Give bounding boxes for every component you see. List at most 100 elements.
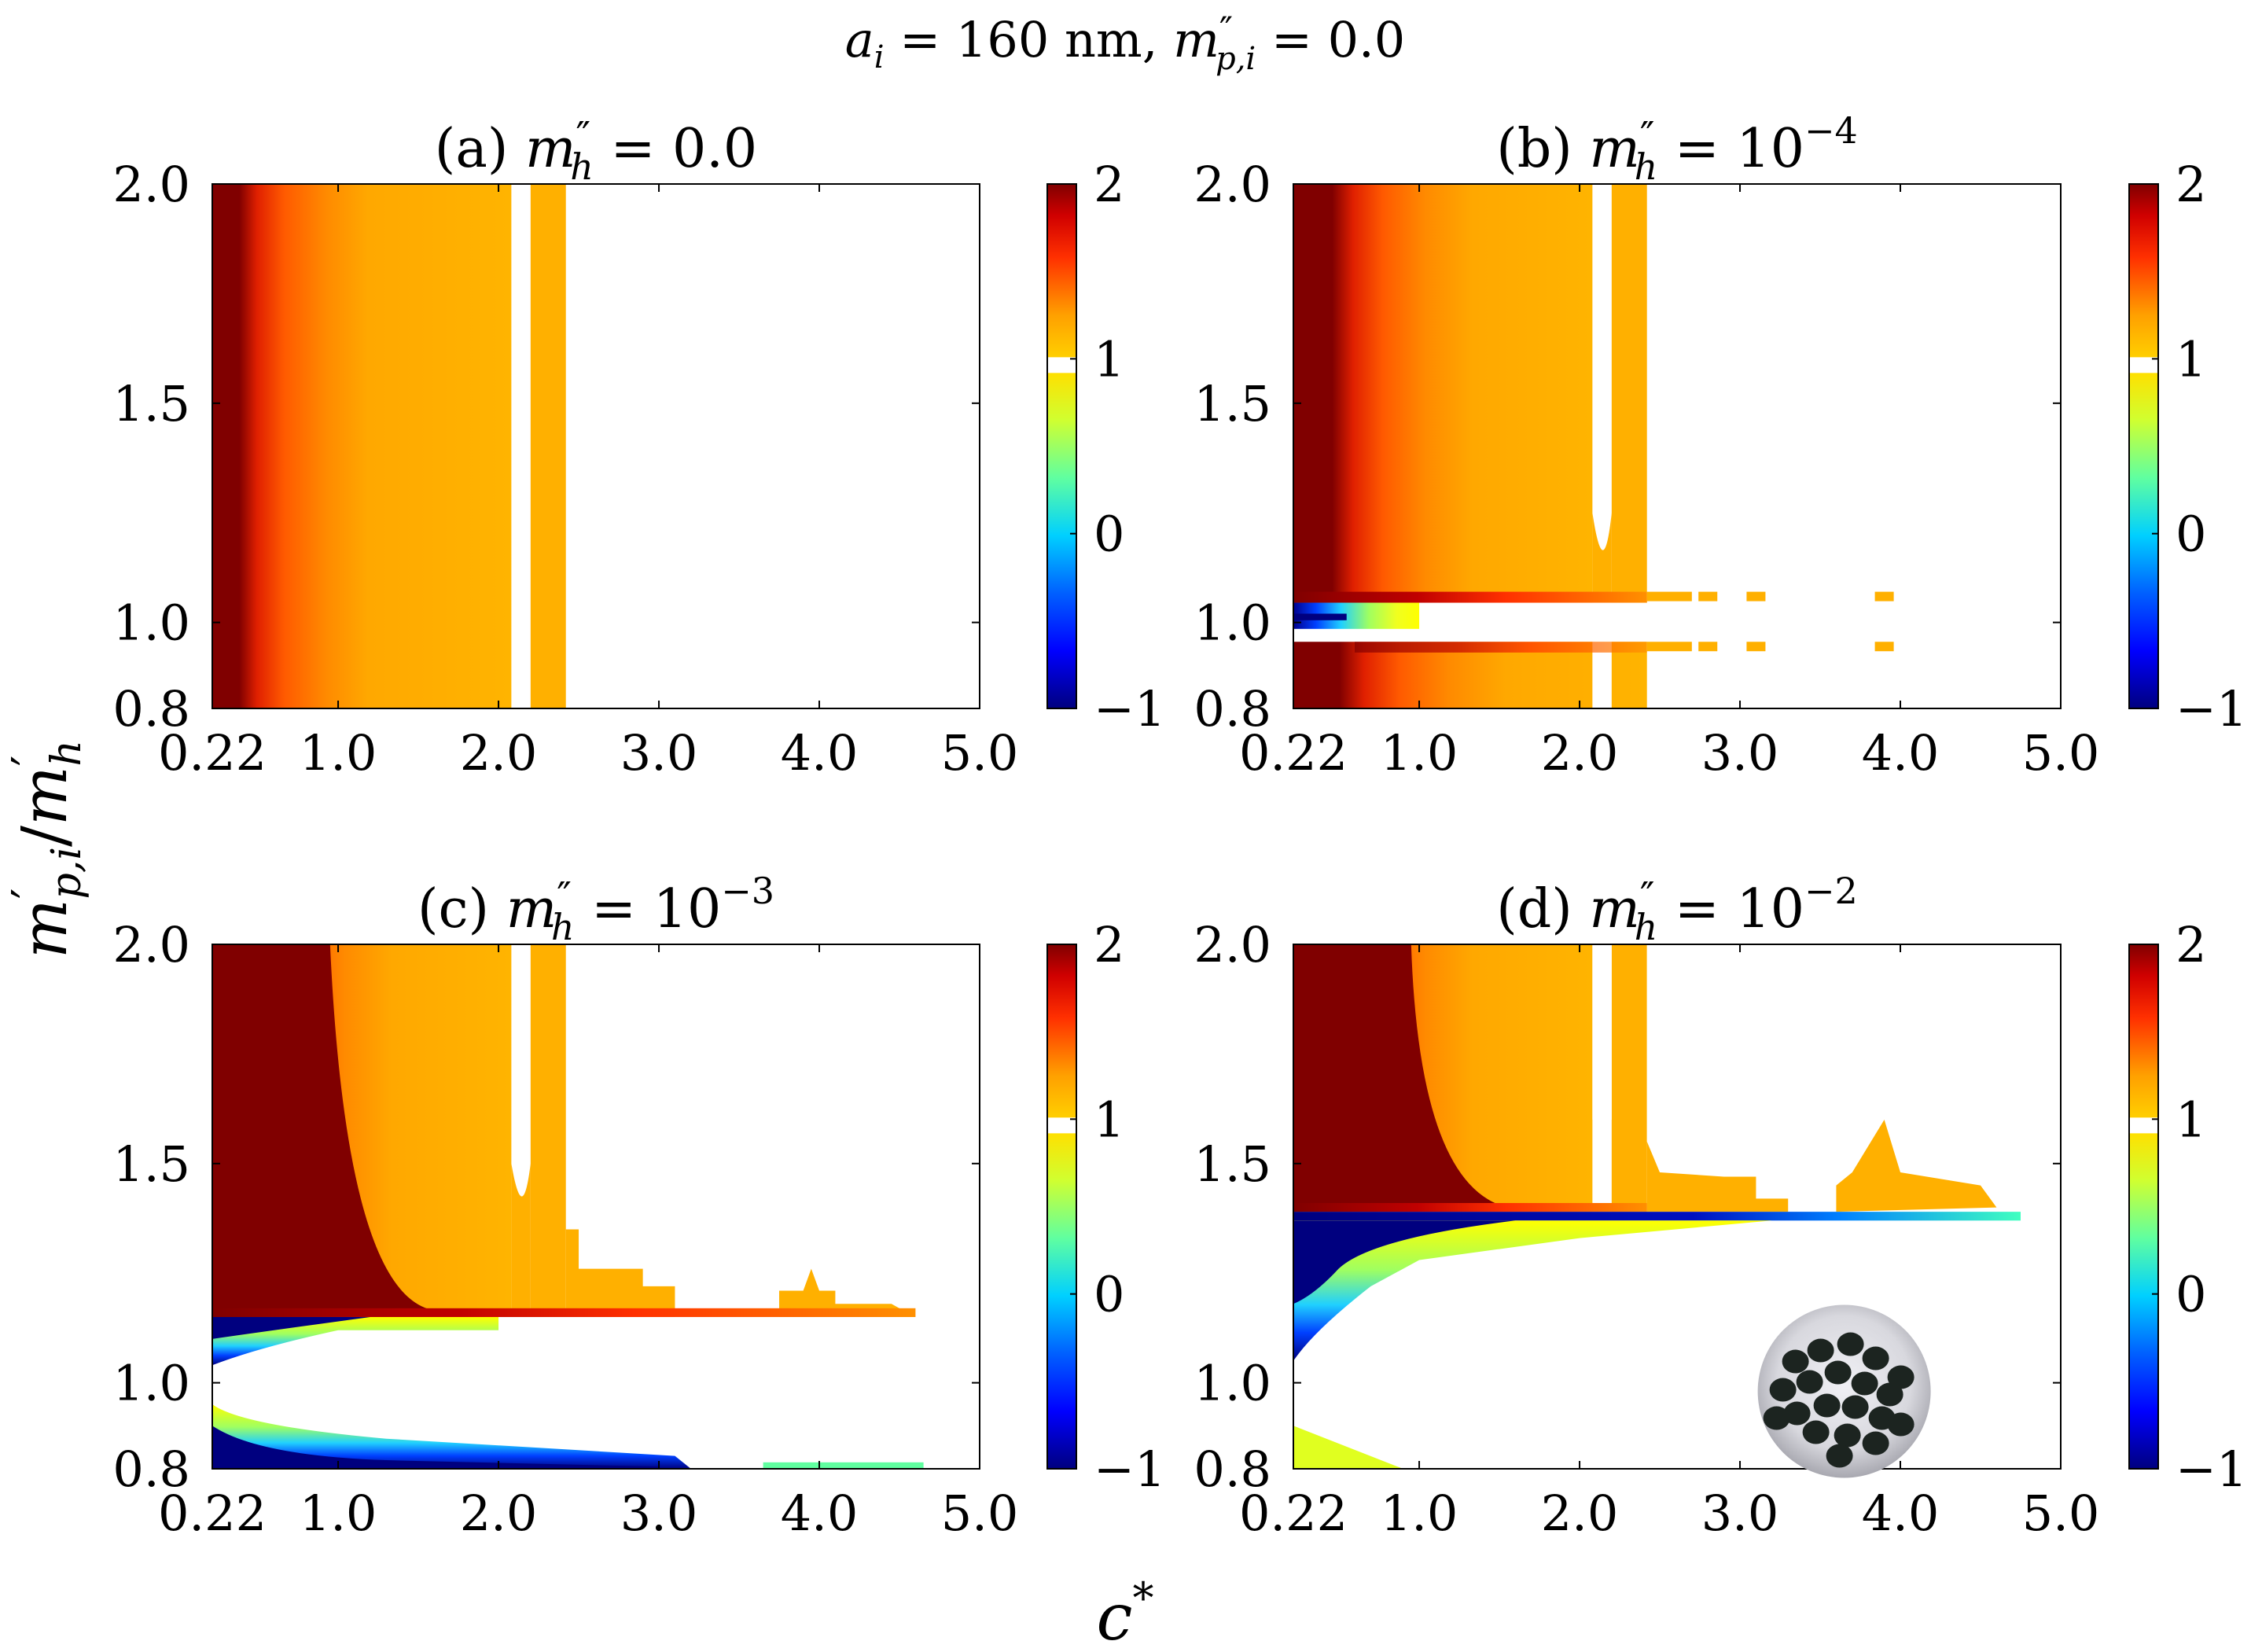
x-tick-label: 3.0 bbox=[1701, 1485, 1779, 1542]
ylabel-prime2: ′ bbox=[2, 756, 57, 767]
inset-photo-particle bbox=[1862, 1346, 1889, 1371]
plot-area-b bbox=[1293, 184, 1894, 708]
inset-photo-particle bbox=[1763, 1406, 1790, 1430]
panel-title-rhs: = 10 bbox=[1657, 118, 1804, 180]
ylabel-sub1: p,i bbox=[43, 847, 90, 899]
heatmap-dash-bottom bbox=[1874, 642, 1894, 652]
heatmap-dash-top bbox=[1698, 591, 1718, 602]
heatmap-gap bbox=[1592, 944, 1612, 1120]
heatmap-tail-top bbox=[1646, 591, 1692, 602]
colorbar-tick-label: 1 bbox=[2176, 330, 2206, 388]
inset-photo-particle bbox=[1782, 1349, 1809, 1374]
y-tick-label: 1.0 bbox=[112, 594, 190, 652]
x-tick-label: 4.0 bbox=[1862, 1485, 1940, 1542]
colorbar-tick-label: 1 bbox=[1094, 1091, 1124, 1148]
inset-photo-dish bbox=[1757, 1304, 1931, 1478]
heatmap-upper-stripe bbox=[530, 944, 566, 1317]
suptitle-i: i bbox=[874, 39, 885, 75]
panel-title-m: m bbox=[1589, 118, 1639, 180]
panel-title-pp: ″ bbox=[1640, 874, 1655, 919]
axes-frame-d bbox=[1293, 944, 2062, 1470]
x-tick-label: 5.0 bbox=[941, 1485, 1019, 1542]
x-tick-label: 3.0 bbox=[620, 724, 698, 782]
inset-photo-particle bbox=[1824, 1360, 1852, 1385]
y-tick-label: 1.5 bbox=[1194, 375, 1271, 432]
heatmap-ridge bbox=[1293, 1202, 1647, 1212]
x-tick-label: 4.0 bbox=[1862, 724, 1940, 782]
panel-d: 0.22 1.0 2.0 3.0 4.0 5.0 0.8 1.0 1.5 2.0 (d) m″ h =… bbox=[1194, 870, 2247, 1542]
panel-title-m: m bbox=[525, 118, 576, 180]
axes-frame-b bbox=[1293, 183, 2062, 709]
ylabel-m1: m bbox=[8, 899, 81, 958]
x-tick-label: 4.0 bbox=[781, 724, 859, 782]
inset-photo-particle bbox=[1837, 1332, 1864, 1356]
x-tick-label: 1.0 bbox=[1381, 1485, 1458, 1542]
inset-photo-particle bbox=[1851, 1371, 1878, 1396]
colorbar-tick-label: −1 bbox=[1094, 680, 1165, 738]
inset-photo-particle bbox=[1841, 1395, 1869, 1419]
x-tick-label: 2.0 bbox=[460, 724, 538, 782]
heatmap-tail bbox=[1646, 1141, 1789, 1212]
suptitle-eq1: = 160 nm, bbox=[885, 11, 1174, 68]
colorbar-tick-label: 0 bbox=[2176, 506, 2206, 563]
x-tick-label: 0.22 bbox=[158, 724, 267, 782]
x-tick-label: 5.0 bbox=[2022, 724, 2100, 782]
inset-photo bbox=[1757, 1304, 1931, 1478]
panel-title-h: h bbox=[551, 906, 575, 948]
y-tick-label: 2.0 bbox=[1194, 156, 1271, 213]
heatmap-lower-upperband bbox=[212, 1316, 499, 1366]
y-tick-label: 0.8 bbox=[1194, 1440, 1271, 1498]
ylabel-m2: m bbox=[8, 766, 81, 826]
plot-area-d bbox=[1293, 944, 2061, 1469]
plot-area-a bbox=[212, 184, 566, 708]
inset-photo-particle bbox=[1887, 1365, 1914, 1389]
x-tick-label: 2.0 bbox=[1541, 1485, 1619, 1542]
y-tick-label: 1.5 bbox=[112, 1135, 190, 1193]
heatmap-dash-top bbox=[1874, 591, 1894, 602]
colorbar-tick-label: 0 bbox=[1094, 1266, 1124, 1323]
heatmap-white-upper bbox=[1646, 944, 2061, 1212]
inset-photo-particle bbox=[1796, 1370, 1823, 1394]
panel-title: (b) m″ h = 10−4 bbox=[1496, 109, 1858, 188]
colorbar-b bbox=[2128, 183, 2159, 709]
panel-b: 0.22 1.0 2.0 3.0 4.0 5.0 0.8 1.0 1.5 2.0 (b) m″ h =… bbox=[1194, 109, 2247, 782]
x-tick-label: 3.0 bbox=[620, 1485, 698, 1542]
panel-a: 0.22 1.0 2.0 3.0 4.0 5.0 0.8 1.0 1.5 2.0 (a) m″ h =… bbox=[112, 113, 1165, 782]
panel-title-h: h bbox=[570, 145, 594, 188]
ylabel-sub2: h bbox=[43, 740, 90, 767]
panel-title: (c) m″ h = 10−3 bbox=[417, 870, 774, 948]
y-tick-label: 0.8 bbox=[112, 680, 190, 738]
suptitle-pi: p,i bbox=[1216, 41, 1256, 77]
heatmap-lower-tail bbox=[763, 1462, 924, 1469]
heatmap-upper-stripe bbox=[1611, 944, 1647, 1212]
inset-photo-particle bbox=[1876, 1382, 1903, 1407]
heatmap-middle-core bbox=[1293, 613, 1347, 620]
colorbar-tick-label: 0 bbox=[1094, 506, 1124, 563]
heatmap-dash-bottom bbox=[1698, 642, 1718, 652]
heatmap-corner bbox=[1293, 944, 1508, 1212]
colorbar-tick-label: −1 bbox=[1094, 1440, 1165, 1498]
colorbar-tick-label: 2 bbox=[2176, 156, 2206, 213]
panel-title-m: m bbox=[506, 878, 557, 940]
x-tick-label: 0.22 bbox=[1239, 724, 1348, 782]
x-tick-label: 4.0 bbox=[781, 1485, 859, 1542]
colorbar-tick-label: 2 bbox=[1094, 156, 1124, 213]
panel-title-rhs: = 10 bbox=[575, 878, 722, 940]
colorbar-gap bbox=[1048, 357, 1076, 373]
heatmap-lower-corner bbox=[1293, 1426, 1403, 1469]
colorbar-tick-label: 2 bbox=[2176, 916, 2206, 973]
axes-frame-a bbox=[211, 183, 980, 709]
panel-title-label: (d) bbox=[1496, 878, 1589, 940]
heatmap-ridge bbox=[212, 1308, 916, 1317]
heatmap-dash-bottom bbox=[1746, 642, 1766, 652]
y-tick-label: 0.8 bbox=[1194, 680, 1271, 738]
panel-title-h: h bbox=[1635, 145, 1658, 188]
ylabel-slash: / bbox=[8, 826, 81, 847]
suptitle-pp: ″ bbox=[1219, 9, 1233, 51]
suptitle-eq2: = 0.0 bbox=[1256, 11, 1405, 68]
heatmap-lower-bottomband bbox=[212, 1404, 691, 1469]
inset-photo-particle bbox=[1783, 1401, 1811, 1426]
inset-photo-particle bbox=[1807, 1338, 1834, 1363]
x-tick-label: 0.22 bbox=[158, 1485, 267, 1542]
y-axis-label: m′p,i/m′h bbox=[2, 740, 90, 958]
